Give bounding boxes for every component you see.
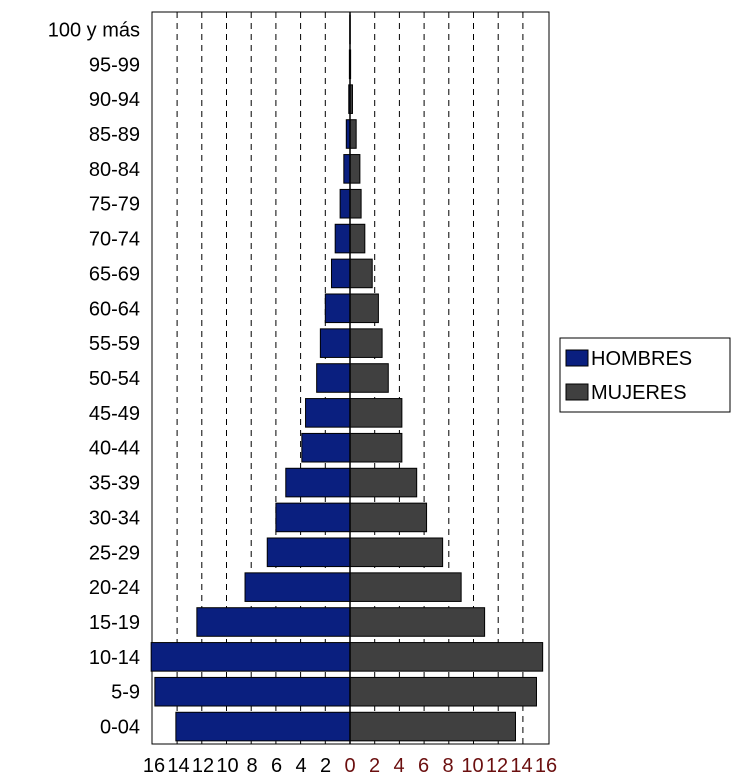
x-tick-label: 12 <box>486 755 508 777</box>
mujeres-legend-label: MUJERES <box>591 382 687 404</box>
category-label: 70-74 <box>89 229 140 251</box>
x-tick-label: 4 <box>393 755 404 777</box>
category-label: 35-39 <box>89 473 140 495</box>
bar-hombres <box>196 607 351 637</box>
category-label: 65-69 <box>89 263 140 285</box>
category-label: 25-29 <box>89 542 140 564</box>
bar-mujeres <box>349 642 544 672</box>
x-tick-label: 16 <box>535 755 557 777</box>
category-label: 20-24 <box>89 577 140 599</box>
bar-hombres <box>316 363 351 393</box>
bar-mujeres <box>349 572 462 602</box>
category-label: 40-44 <box>89 438 140 460</box>
bar-mujeres <box>349 119 357 149</box>
bar-hombres <box>275 502 351 533</box>
bar-hombres <box>324 293 351 324</box>
bar-hombres <box>339 188 351 219</box>
category-label: 0-04 <box>100 717 140 739</box>
category-label: 15-19 <box>89 612 140 634</box>
bar-mujeres <box>349 188 362 219</box>
category-label: 100 y más <box>48 19 140 41</box>
bar-mujeres <box>349 711 516 742</box>
x-tick-label: 8 <box>442 755 453 777</box>
category-label: 50-54 <box>89 368 140 390</box>
bar-hombres <box>305 398 351 428</box>
bar-hombres <box>319 328 351 358</box>
x-tick-label: 10 <box>461 755 483 777</box>
category-label: 80-84 <box>89 159 140 181</box>
bar-mujeres <box>349 537 444 568</box>
bar-mujeres <box>349 676 537 707</box>
hombres-legend-swatch <box>565 349 589 367</box>
bar-mujeres <box>349 328 383 358</box>
x-tick-label: 14 <box>167 755 189 777</box>
category-label: 30-34 <box>89 507 140 529</box>
category-label: 45-49 <box>89 403 140 425</box>
x-tick-label: 8 <box>246 755 257 777</box>
x-tick-label: 2 <box>369 755 380 777</box>
x-tick-label: 16 <box>143 755 165 777</box>
bar-mujeres <box>349 258 373 289</box>
category-label: 5-9 <box>111 682 140 704</box>
category-label: 85-89 <box>89 124 140 146</box>
bar-hombres <box>266 537 351 568</box>
hombres-legend-label: HOMBRES <box>591 348 692 370</box>
x-tick-label: 12 <box>192 755 214 777</box>
category-label: 95-99 <box>89 54 140 76</box>
bar-mujeres <box>349 223 366 254</box>
bar-mujeres <box>349 467 418 498</box>
x-tick-label: 10 <box>216 755 238 777</box>
bar-hombres <box>150 642 351 672</box>
bar-hombres <box>330 258 351 289</box>
bar-hombres <box>343 154 351 184</box>
bar-mujeres <box>349 293 379 324</box>
category-label: 55-59 <box>89 333 140 355</box>
bar-mujeres <box>349 154 361 184</box>
category-label: 75-79 <box>89 194 140 216</box>
bar-hombres <box>334 223 351 254</box>
bar-mujeres <box>349 432 403 463</box>
x-tick-label: 4 <box>295 755 306 777</box>
x-tick-label: 14 <box>510 755 532 777</box>
x-tick-label: 6 <box>271 755 282 777</box>
x-tick-label: 2 <box>320 755 331 777</box>
bar-mujeres <box>349 398 403 428</box>
category-label: 60-64 <box>89 298 140 320</box>
category-label: 10-14 <box>89 647 140 669</box>
bar-mujeres <box>349 502 428 533</box>
x-tick-label: 0 <box>344 755 355 777</box>
bar-hombres <box>154 676 351 707</box>
mujeres-legend-swatch <box>565 383 589 401</box>
category-label: 90-94 <box>89 89 140 111</box>
x-tick-label: 6 <box>418 755 429 777</box>
bar-hombres <box>301 432 351 463</box>
bar-hombres <box>285 467 351 498</box>
bar-mujeres <box>349 363 389 393</box>
bar-mujeres <box>349 607 486 637</box>
bar-hombres <box>244 572 351 602</box>
bar-hombres <box>175 711 351 742</box>
